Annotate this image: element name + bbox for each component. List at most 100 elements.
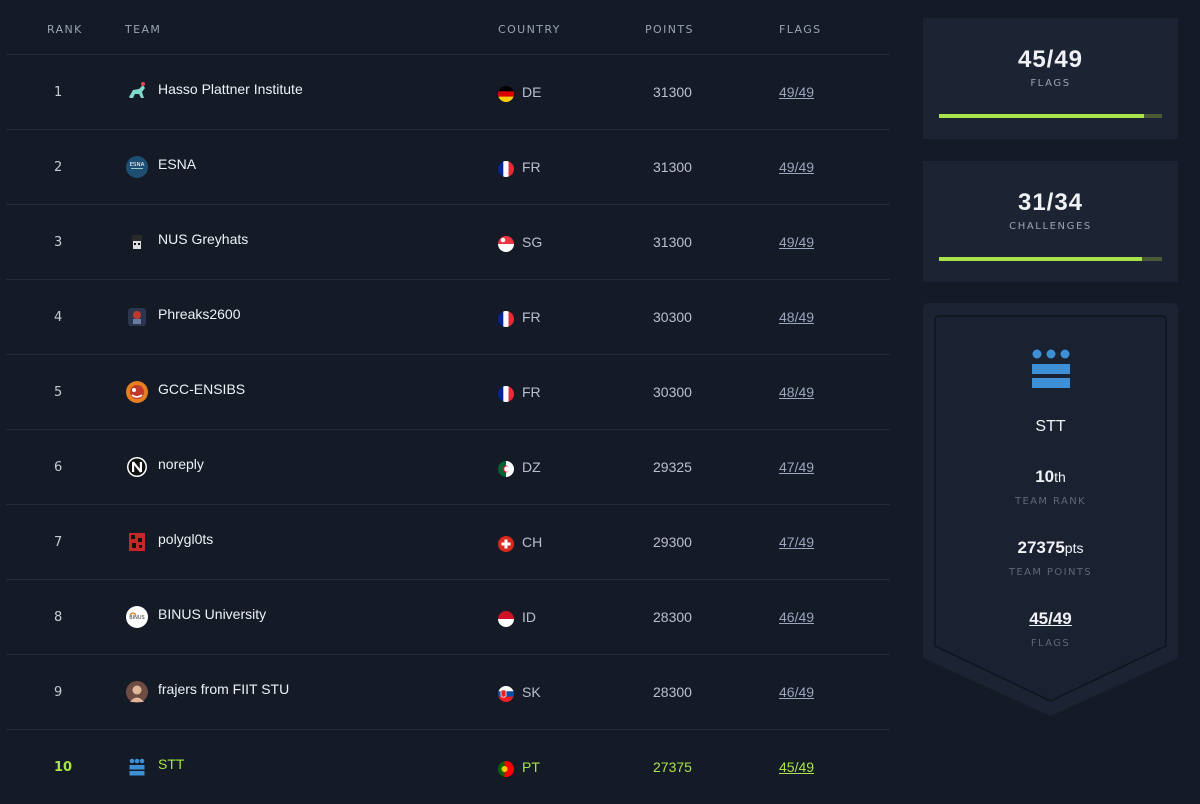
country-cell: FR [522,384,541,400]
scoreboard-table: RANK TEAM COUNTRY POINTS FLAGS 1 Hasso P… [6,0,890,804]
team-points-number: 27375 [1017,538,1065,557]
country-cell: SG [522,234,543,250]
france-flag-icon [498,386,514,402]
flags-stat-value: 45/49 [1017,46,1084,73]
team-name-cell[interactable]: Hasso Plattner Institute [158,81,303,97]
points-cell: 31300 [653,234,692,250]
indonesia-flag-icon [498,611,514,627]
table-row: 7 polygl0ts CH 29300 47/49 [6,505,890,580]
flags-link[interactable]: 48/49 [779,384,815,400]
svg-text:ESNA: ESNA [130,162,145,168]
team-flags-link[interactable]: 45/49 [1029,609,1072,628]
team-name-cell[interactable]: frajers from FIIT STU [158,681,290,697]
frajers-logo-icon [126,681,148,703]
rank-cell: 10 [54,760,73,775]
flags-link[interactable]: 46/49 [779,609,815,625]
rank-cell: 5 [54,385,63,400]
table-row-own-team: 10 STT PT 27375 45/49 [6,730,890,804]
flags-link[interactable]: 49/49 [779,84,815,100]
team-points-label: TEAM POINTS [1008,567,1093,578]
table-row: 9 frajers from FIIT STU SK 28300 46/49 [6,655,890,730]
flags-link[interactable]: 45/49 [779,759,815,775]
team-name-cell[interactable]: BINUS University [158,606,267,622]
challenges-progress-fill [939,257,1143,261]
flags-link[interactable]: 46/49 [779,684,815,700]
polyglots-logo-icon [126,531,148,553]
flags-link[interactable]: 49/49 [779,234,815,250]
team-name-cell[interactable]: STT [158,756,185,772]
header-rank: RANK [47,23,83,36]
binus-logo-icon: BINUS [126,606,148,628]
challenges-stat-label: CHALLENGES [1009,221,1092,232]
stt-logo-icon [1032,349,1070,388]
points-cell: 30300 [653,384,692,400]
header-flags: FLAGS [779,23,822,36]
flags-link[interactable]: 48/49 [779,309,815,325]
team-name-cell[interactable]: Phreaks2600 [158,306,241,322]
team-flags: 45/49 [923,609,1178,629]
country-cell: DZ [522,459,541,475]
flags-stat-card: 45/49 FLAGS [923,18,1178,139]
switzerland-flag-icon [498,536,514,552]
team-points-suffix: pts [1064,540,1084,556]
team-name-cell[interactable]: GCC-ENSIBS [158,381,246,397]
flags-link[interactable]: 47/49 [779,534,815,550]
team-name-cell[interactable]: polygl0ts [158,531,214,547]
table-row: 5 GCC-ENSIBS FR 30300 48/49 [6,355,890,430]
flags-progress-bar [939,114,1162,118]
challenges-stat-card: 31/34 CHALLENGES [923,161,1178,282]
phreaks-logo-icon [126,306,148,328]
gcc-logo-icon [126,381,148,403]
team-rank-number: 10 [1035,467,1055,486]
team-name: STT [1035,418,1066,435]
portugal-flag-icon [498,761,514,777]
table-row: 3 NUS Greyhats SG 31300 49/49 [6,205,890,280]
stt-logo-icon [126,756,148,778]
table-row: 8 BINUS BINUS University ID 28300 46/49 [6,580,890,655]
header-team: TEAM [125,23,162,36]
table-header: RANK TEAM COUNTRY POINTS FLAGS [6,0,890,55]
flags-link[interactable]: 47/49 [779,459,815,475]
country-cell: FR [522,159,541,175]
rank-cell: 3 [54,235,63,250]
rank-cell: 1 [54,85,63,100]
points-cell: 30300 [653,309,692,325]
noreply-logo-icon [126,456,148,478]
challenges-stat-value: 31/34 [1017,189,1084,216]
team-rank: 10th [923,467,1178,487]
challenges-progress-bar [939,257,1162,261]
header-points: POINTS [645,23,694,36]
points-cell: 31300 [653,159,692,175]
country-cell: ID [522,609,536,625]
table-row: 2 ESNA ESNA FR 31300 49/49 [6,130,890,205]
table-row: 6 noreply DZ 29325 47/49 [6,430,890,505]
team-shield-card: STT 10th TEAM RANK 27375pts TEAM POINTS … [923,303,1178,716]
flags-stat-label: FLAGS [1030,78,1071,89]
germany-flag-icon [498,86,514,102]
header-country: COUNTRY [498,23,561,36]
france-flag-icon [498,161,514,177]
country-cell: SK [522,684,541,700]
team-name-cell[interactable]: NUS Greyhats [158,231,249,247]
country-cell: CH [522,534,543,550]
svg-text:BINUS: BINUS [129,615,144,621]
points-cell: 31300 [653,84,692,100]
shield-background [923,303,1178,716]
team-points: 27375pts [923,538,1178,558]
country-cell: FR [522,309,541,325]
team-flags-label: FLAGS [1030,638,1071,649]
points-cell: 27375 [653,759,692,775]
rank-cell: 8 [54,610,63,625]
singapore-flag-icon [498,236,514,252]
team-rank-label: TEAM RANK [1014,496,1087,507]
nus-greyhats-logo-icon [126,231,148,253]
team-name-cell[interactable]: ESNA [158,156,197,172]
team-name-cell[interactable]: noreply [158,456,204,472]
flags-link[interactable]: 49/49 [779,159,815,175]
points-cell: 28300 [653,684,692,700]
country-cell: PT [522,759,540,775]
rank-cell: 4 [54,310,63,325]
rank-cell: 7 [54,535,63,550]
slovakia-flag-icon [498,686,514,702]
france-flag-icon [498,311,514,327]
